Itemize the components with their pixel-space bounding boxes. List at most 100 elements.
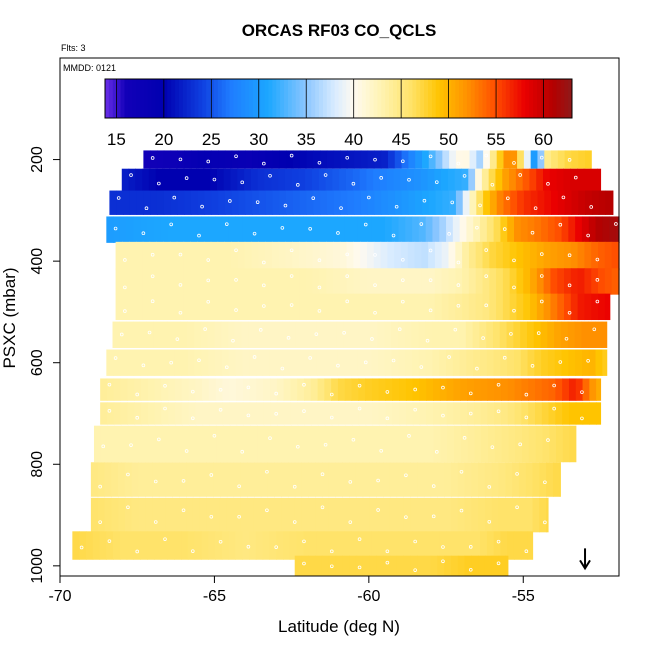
measurement-point: [317, 285, 322, 290]
colorbar-segment: [291, 79, 297, 118]
heatmap-cell: [317, 378, 325, 401]
heatmap-cell: [575, 402, 584, 425]
heatmap-cell: [272, 190, 280, 215]
heatmap-cell: [279, 190, 287, 215]
heatmap-cell: [462, 268, 470, 295]
heatmap-cell: [536, 168, 544, 192]
heatmap-cell: [555, 378, 563, 401]
heatmap-cell: [448, 293, 456, 321]
heatmap-cell: [149, 293, 157, 321]
heatmap-cell: [115, 293, 123, 321]
heatmap-cell: [261, 321, 270, 348]
heatmap-cell: [391, 349, 400, 376]
heatmap-cell: [349, 462, 357, 497]
heatmap-cell: [546, 462, 554, 497]
heatmap-cell: [345, 168, 354, 192]
heatmap-cell: [468, 268, 477, 295]
measurement-point: [191, 389, 195, 394]
measurement-point: [539, 299, 544, 304]
heatmap-cell: [483, 150, 491, 169]
heatmap-cell: [408, 190, 416, 215]
heatmap-cell: [441, 168, 449, 192]
heatmap-cell: [467, 425, 476, 463]
heatmap-cell: [313, 190, 321, 215]
heatmap-cell: [339, 268, 348, 295]
heatmap-cell: [209, 425, 217, 463]
heatmap-cell: [513, 349, 522, 376]
heatmap-cell: [554, 216, 563, 243]
heatmap-cell: [557, 268, 565, 295]
heatmap-cell: [251, 293, 259, 321]
heatmap-cell: [165, 497, 174, 533]
colorbar-tick-label: 60: [534, 130, 553, 149]
heatmap-cell: [290, 378, 298, 401]
heatmap-cell: [476, 150, 484, 169]
measurement-point: [614, 222, 618, 226]
heatmap-cell: [471, 462, 479, 497]
heatmap-cell: [262, 216, 270, 243]
measurement-point: [456, 283, 461, 287]
heatmap-cell: [484, 555, 493, 576]
heatmap-cell: [435, 150, 443, 169]
heatmap-cell: [142, 241, 151, 271]
colorbar-tick-label: 55: [487, 130, 506, 149]
heatmap-cell: [335, 462, 343, 497]
heatmap-cell: [299, 268, 307, 295]
heatmap-cell: [337, 216, 345, 243]
heatmap-cell: [369, 555, 377, 576]
heatmap-cell: [237, 293, 246, 321]
heatmap-cell: [591, 241, 599, 271]
heatmap-cell: [312, 293, 321, 321]
measurement-point: [401, 278, 405, 282]
heatmap-cell: [496, 293, 504, 321]
heatmap-cell: [502, 168, 510, 192]
heatmap-cell: [163, 268, 171, 295]
heatmap-cell: [197, 268, 205, 295]
heatmap-cell: [415, 190, 423, 215]
heatmap-cell: [501, 425, 510, 463]
heatmap-cell: [228, 216, 237, 243]
heatmap-cell: [447, 425, 455, 463]
heatmap-cell: [405, 402, 414, 425]
colorbar-segment: [182, 79, 188, 118]
heatmap-cell: [176, 268, 185, 295]
heatmap-cell: [520, 216, 529, 243]
heatmap-cell: [407, 168, 415, 192]
heatmap-cell: [337, 402, 346, 425]
measurement-point: [113, 226, 118, 231]
measurement-point: [302, 561, 306, 566]
heatmap-cell: [480, 216, 488, 243]
measurement-point: [317, 309, 322, 313]
heatmap-cell: [513, 216, 522, 243]
heatmap-cell: [106, 402, 115, 425]
colorbar-segment: [319, 79, 324, 118]
heatmap-cell: [295, 321, 304, 348]
heatmap-cell: [305, 268, 314, 295]
measurement-point: [320, 505, 325, 510]
heatmap-cell: [357, 531, 366, 560]
heatmap-cell: [340, 150, 348, 169]
heatmap-cell: [330, 216, 338, 243]
heatmap-cell: [296, 216, 304, 243]
heatmap-cell: [222, 402, 230, 425]
heatmap-cell: [276, 531, 284, 560]
heatmap-cell: [142, 168, 150, 192]
measurement-point: [456, 161, 461, 166]
heatmap-cell: [182, 168, 191, 192]
heatmap-cell: [557, 241, 565, 271]
heatmap-cell: [188, 402, 196, 425]
measurement-point: [157, 437, 161, 442]
heatmap-cell: [585, 150, 592, 169]
heatmap-cell: [516, 293, 524, 321]
heatmap-cell: [229, 402, 237, 425]
heatmap-cell: [192, 462, 201, 497]
colorbar-segment: [128, 79, 133, 118]
heatmap-cell: [383, 555, 391, 576]
heatmap-cell: [100, 402, 108, 425]
heatmap-cell: [507, 402, 516, 425]
measurement-point: [459, 469, 464, 474]
heatmap-cell: [391, 216, 400, 243]
heatmap-cell: [249, 349, 257, 376]
heatmap-cell: [360, 190, 369, 215]
measurement-point: [539, 155, 544, 160]
